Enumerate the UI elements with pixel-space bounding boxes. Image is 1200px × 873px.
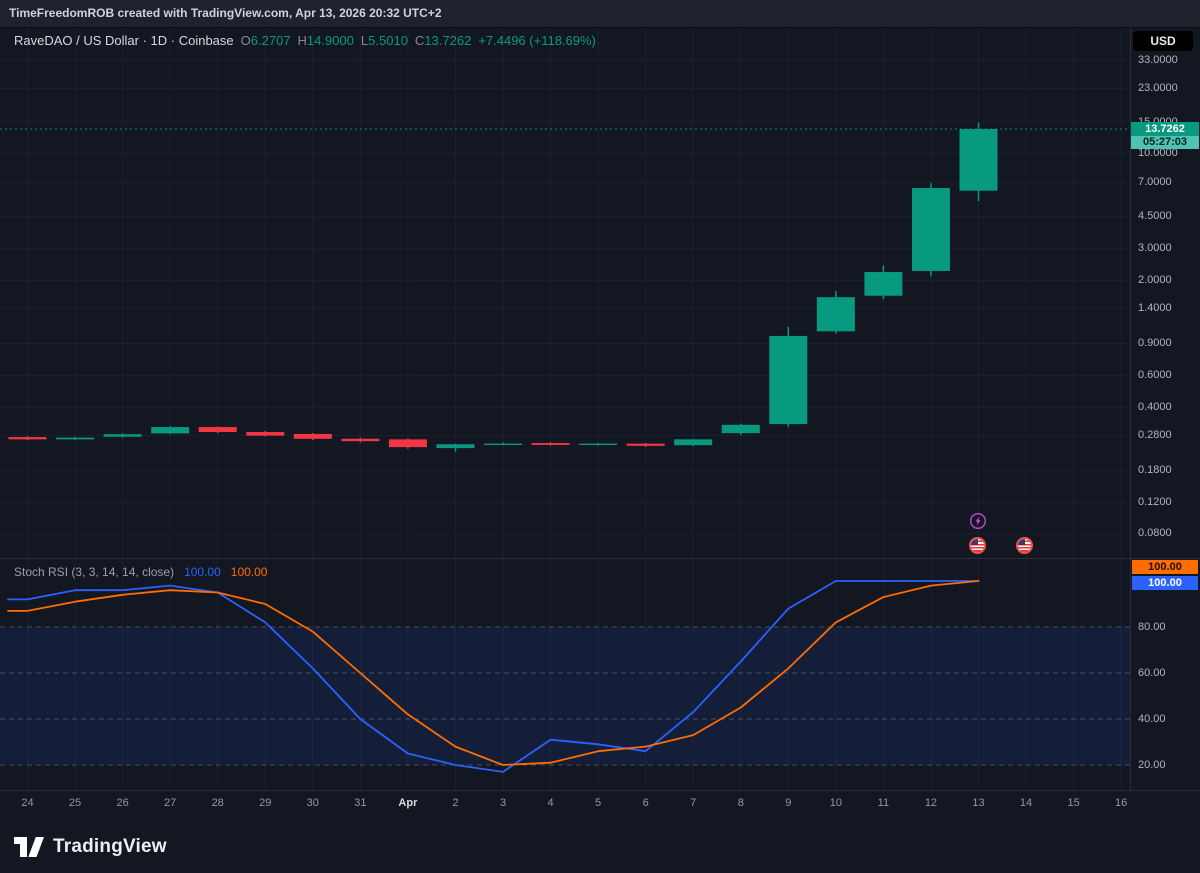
candle <box>198 426 237 434</box>
candle <box>341 437 380 443</box>
candle <box>8 436 47 441</box>
time-axis-separator <box>0 790 1200 791</box>
candle <box>293 433 332 440</box>
candles <box>8 122 998 452</box>
currency-toggle-button[interactable]: USD <box>1133 31 1193 51</box>
stoch-d-line <box>7 580 980 766</box>
stoch-d-axis-badge: 100.00 <box>1132 560 1198 574</box>
candle <box>484 442 522 446</box>
us-flag-event-icon[interactable] <box>969 537 986 554</box>
last-price-label: 13.7262 <box>1131 122 1199 137</box>
candle <box>151 426 190 435</box>
candle <box>769 326 808 428</box>
tradingview-logo-icon[interactable] <box>14 834 44 859</box>
price-scale-separator <box>1130 28 1131 790</box>
candle <box>246 430 285 437</box>
change-value: +7.4496 (+118.69%) <box>478 33 596 48</box>
ohlc-high: H 14.9000 <box>297 33 354 48</box>
candle <box>579 442 618 446</box>
attribution-bar: TimeFreedomROB created with TradingView.… <box>0 0 1200 28</box>
symbol-legend: RaveDAO / US Dollar · 1D · Coinbase O 6.2… <box>14 33 596 48</box>
time-axis[interactable] <box>0 791 1130 820</box>
stoch-d-value: 100.00 <box>230 565 268 579</box>
candle <box>388 438 427 449</box>
indicator-legend: Stoch RSI (3, 3, 14, 14, close) 100.00 1… <box>14 565 267 579</box>
attribution-text: TimeFreedomROB created with TradingView.… <box>9 6 442 20</box>
pane-separator[interactable] <box>0 558 1200 559</box>
stoch-k-value: 100.00 <box>184 565 221 579</box>
bar-countdown-label: 05:27:03 <box>1131 136 1199 150</box>
symbol-title[interactable]: RaveDAO / US Dollar · 1D · Coinbase <box>14 33 234 48</box>
price-pane-canvas[interactable] <box>0 28 1130 558</box>
candle <box>959 122 998 201</box>
candle <box>864 265 903 300</box>
cyclone-event-icon[interactable] <box>969 512 987 530</box>
candle <box>103 433 142 438</box>
indicator-pane-canvas[interactable] <box>0 558 1130 790</box>
grid <box>0 28 1130 558</box>
stoch-k-axis-badge: 100.00 <box>1132 576 1198 590</box>
candle <box>436 443 475 452</box>
stoch-band <box>0 627 1130 765</box>
indicator-title[interactable]: Stoch RSI (3, 3, 14, 14, close) <box>14 565 175 579</box>
ohlc-low: L 5.5010 <box>360 33 408 48</box>
candle <box>721 423 760 435</box>
footer-bar: TradingView <box>0 820 1200 873</box>
ohlc-close: C 13.7262 <box>414 33 472 48</box>
candle <box>911 183 950 277</box>
stoch-k-line <box>7 580 980 773</box>
candle <box>816 291 855 334</box>
ohlc-open: O 6.2707 <box>240 33 291 48</box>
candle <box>531 442 570 446</box>
candle <box>674 438 713 447</box>
us-flag-event-icon[interactable] <box>1016 537 1033 554</box>
grid <box>27 558 1122 790</box>
candle <box>56 436 95 440</box>
candle <box>626 442 665 447</box>
tradingview-wordmark[interactable]: TradingView <box>53 835 167 857</box>
